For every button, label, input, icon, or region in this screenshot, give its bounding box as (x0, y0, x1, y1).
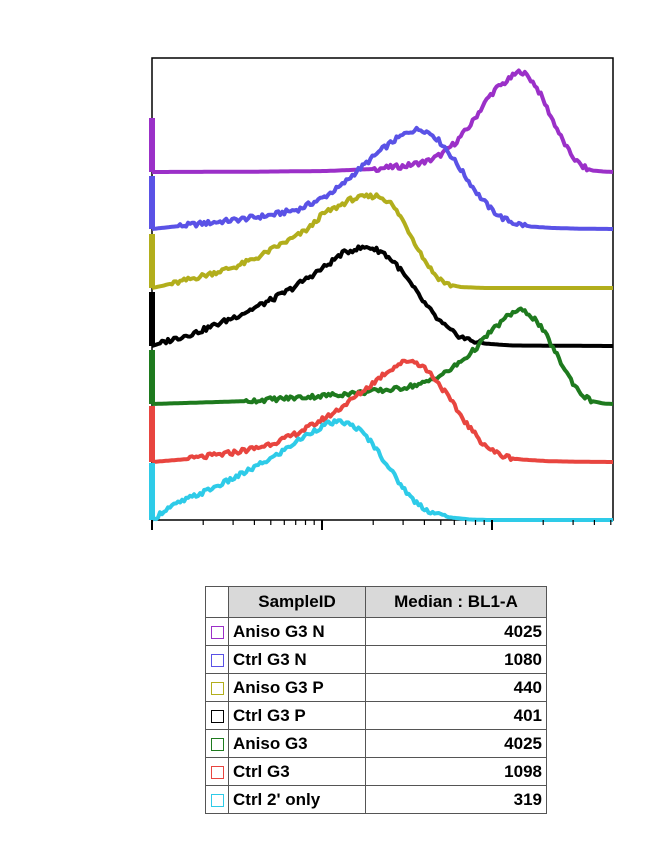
histogram-curve-aniso-g3 (151, 306, 614, 406)
table-row: Ctrl G3 N 1080 (205, 645, 547, 674)
table-row: Ctrl G3 P 401 (205, 701, 547, 730)
median-value-cell: 1098 (365, 757, 547, 786)
histogram-curve-aniso-g3-p (151, 192, 613, 290)
color-swatch-icon (210, 737, 224, 751)
swatch-cell (205, 757, 229, 786)
sample-id-cell: Ctrl G3 N (228, 645, 366, 674)
histogram-curves (150, 68, 614, 522)
color-swatch-icon (210, 681, 224, 695)
histogram-curve-ctrl-g3 (151, 358, 613, 464)
median-value-cell: 4025 (365, 617, 547, 646)
sample-id-cell: Aniso G3 (228, 729, 366, 758)
swatch-cell (205, 785, 229, 814)
histogram-curve-ctrl-g3-n (151, 125, 613, 231)
swatch-cell (205, 729, 229, 758)
median-value-cell: 1080 (365, 645, 547, 674)
zero-bin-spike (149, 406, 155, 462)
table-header-row: SampleID Median : BL1-A (205, 586, 547, 618)
sample-median-table: SampleID Median : BL1-A Aniso G3 N 4025 Ct… (205, 586, 547, 814)
swatch-cell (205, 617, 229, 646)
sample-id-cell: Ctrl G3 (228, 757, 366, 786)
sample-id-cell: Ctrl 2' only (228, 785, 366, 814)
swatch-cell (205, 701, 229, 730)
swatch-cell (205, 645, 229, 674)
color-swatch-icon (210, 653, 224, 667)
sampleid-header: SampleID (228, 586, 366, 618)
left-edge-spikes (149, 118, 155, 520)
zero-bin-spike (149, 463, 155, 520)
median-header: Median : BL1-A (365, 586, 547, 618)
color-swatch-icon (210, 765, 224, 779)
histogram-curve-aniso-g3-n (152, 68, 614, 174)
table-row: Aniso G3 4025 (205, 729, 547, 758)
sample-id-cell: Aniso G3 P (228, 673, 366, 702)
swatch-column-header (205, 586, 229, 618)
zero-bin-spike (149, 350, 155, 404)
zero-bin-spike (149, 118, 155, 172)
table-row: Ctrl G3 1098 (205, 757, 547, 786)
median-value-cell: 401 (365, 701, 547, 730)
table-row: Ctrl 2' only 319 (205, 785, 547, 814)
color-swatch-icon (210, 793, 224, 807)
zero-bin-spike (149, 292, 155, 346)
color-swatch-icon (210, 709, 224, 723)
sample-id-cell: Ctrl G3 P (228, 701, 366, 730)
sample-id-cell: Aniso G3 N (228, 617, 366, 646)
table-body: Aniso G3 N 4025 Ctrl G3 N 1080 Aniso G3 P 440… (205, 617, 547, 814)
median-value-cell: 440 (365, 673, 547, 702)
x-axis-ticks (151, 520, 612, 530)
table-row: Aniso G3 N 4025 (205, 617, 547, 646)
zero-bin-spike (149, 234, 155, 288)
median-value-cell: 319 (365, 785, 547, 814)
zero-bin-spike (149, 176, 155, 229)
color-swatch-icon (210, 625, 224, 639)
histogram-curve-ctrl-2-only (150, 418, 613, 522)
histogram-overlay-plot (149, 57, 614, 530)
table-row: Aniso G3 P 440 (205, 673, 547, 702)
swatch-cell (205, 673, 229, 702)
median-value-cell: 4025 (365, 729, 547, 758)
histogram-curve-ctrl-g3-p (151, 244, 613, 348)
